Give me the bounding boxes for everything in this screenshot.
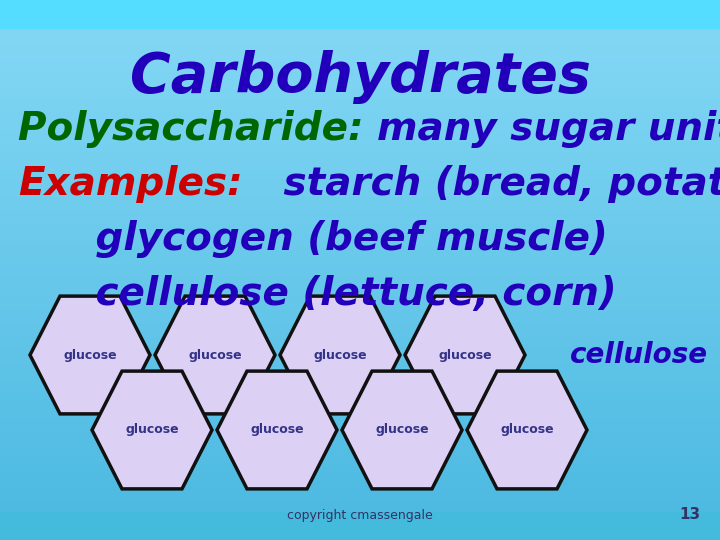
Polygon shape xyxy=(280,296,400,414)
Polygon shape xyxy=(405,296,525,414)
Polygon shape xyxy=(30,296,150,414)
Text: 13: 13 xyxy=(679,507,700,522)
Text: glucose: glucose xyxy=(375,423,429,436)
Text: Examples:: Examples: xyxy=(18,165,243,203)
Text: many sugar units: many sugar units xyxy=(377,110,720,148)
Text: glycogen (beef muscle): glycogen (beef muscle) xyxy=(55,220,608,258)
Text: copyright cmassengale: copyright cmassengale xyxy=(287,509,433,522)
Text: glucose: glucose xyxy=(438,348,492,361)
Text: glucose: glucose xyxy=(500,423,554,436)
Polygon shape xyxy=(217,371,337,489)
Polygon shape xyxy=(342,371,462,489)
Polygon shape xyxy=(155,296,275,414)
Text: glucose: glucose xyxy=(250,423,304,436)
Text: Polysaccharide:: Polysaccharide: xyxy=(18,110,377,148)
Text: glucose: glucose xyxy=(188,348,242,361)
Text: glucose: glucose xyxy=(63,348,117,361)
Polygon shape xyxy=(467,371,587,489)
Text: Carbohydrates: Carbohydrates xyxy=(130,50,590,104)
Text: starch (bread, potatoes): starch (bread, potatoes) xyxy=(243,165,720,203)
Text: glucose: glucose xyxy=(125,423,179,436)
Text: cellulose (lettuce, corn): cellulose (lettuce, corn) xyxy=(55,275,616,313)
Text: cellulose: cellulose xyxy=(570,341,708,369)
Polygon shape xyxy=(92,371,212,489)
Text: glucose: glucose xyxy=(313,348,366,361)
